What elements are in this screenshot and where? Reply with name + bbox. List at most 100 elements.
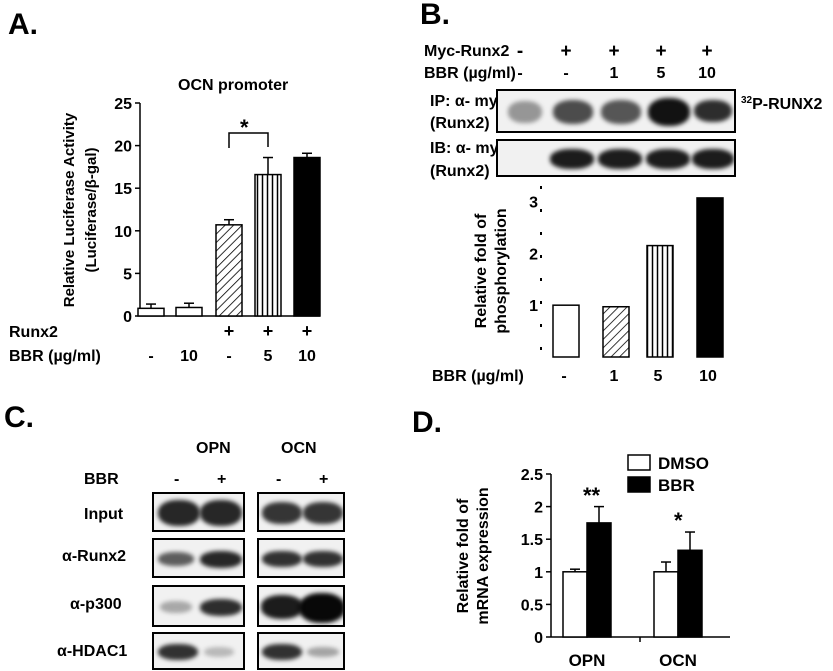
panel-a-bar xyxy=(137,307,165,317)
panel-a-significance-bracket xyxy=(228,132,269,148)
blot-ip-phospho xyxy=(496,89,736,133)
panel-a-bar xyxy=(215,224,243,317)
panel-a-significance-star: * xyxy=(240,115,249,140)
panel-d-ytick-label: 1.5 xyxy=(521,532,543,549)
panel-b-xmark: 10 xyxy=(699,368,717,385)
band xyxy=(694,100,732,122)
panel-a-ytick-label: 15 xyxy=(114,181,132,198)
panel-a-condition-marks: + + + - 10 - 5 10 xyxy=(148,321,316,365)
panel-a-ytick-label: 5 xyxy=(123,266,132,283)
p32-superscript: 32 xyxy=(741,95,753,106)
panel-b-bbr-label: BBR (µg/ml) xyxy=(424,65,516,82)
chip-opn-input xyxy=(152,492,245,532)
band xyxy=(160,601,192,613)
panel-d-ytick-label: 2.5 xyxy=(521,467,543,484)
panel-b-bars xyxy=(552,197,724,358)
band xyxy=(261,595,303,619)
panel-d-bar xyxy=(677,549,703,638)
panel-a: OCN promoter Relative Luciferase Activit… xyxy=(9,77,321,365)
band xyxy=(692,149,734,169)
panel-b-bar xyxy=(696,197,724,358)
panel-b-mark: + xyxy=(608,41,619,62)
panel-a-axes: 0 5 10 15 20 25 xyxy=(114,96,320,326)
band xyxy=(204,647,234,657)
band xyxy=(646,149,690,169)
panel-a-bbr-mark: - xyxy=(148,348,153,365)
band xyxy=(158,644,198,660)
band xyxy=(303,551,343,567)
band xyxy=(200,500,242,526)
panel-b-mark: 10 xyxy=(698,65,716,82)
band xyxy=(158,500,200,526)
panel-a-bbr-mark: 5 xyxy=(264,348,273,365)
panel-b-mark: 5 xyxy=(657,65,666,82)
panel-b-ytick-label: 2 xyxy=(529,246,538,263)
chip-opn-p300 xyxy=(152,585,245,627)
panel-d-xtick-label: OPN xyxy=(569,651,606,670)
panel-a-bar xyxy=(254,173,282,317)
panel-d-ylabel-2: mRNA expression xyxy=(475,487,492,624)
panel-a-ylabel-2: (Luciferase/β-gal) xyxy=(83,147,100,272)
band xyxy=(553,100,593,124)
ip-label-2: (Runx2) xyxy=(430,115,490,132)
panel-b-mark: - xyxy=(517,65,522,82)
band xyxy=(303,502,343,524)
panel-d-bar xyxy=(586,522,612,638)
panel-d-sig-ocn: * xyxy=(674,508,683,533)
chip-opn-hdac1 xyxy=(152,632,245,670)
panel-b-bar xyxy=(646,244,674,358)
panel-b-myc-label: Myc-Runx2 xyxy=(424,43,509,60)
panel-c-mark-1: - xyxy=(174,471,179,488)
legend-label: BBR xyxy=(658,476,695,495)
panel-b-ytick-label: 1 xyxy=(529,298,538,315)
panel-b-axes: 1 2 3 xyxy=(529,186,542,357)
panel-d-ytick-label: 0.5 xyxy=(521,597,543,614)
ib-label-1: IB: α- myc xyxy=(430,140,508,157)
panel-b-xmark: 1 xyxy=(610,368,619,385)
panel-b-condition-marks: - + + + + - - 1 5 10 xyxy=(517,41,716,82)
panel-d-bars: OPN OCN xyxy=(562,505,703,670)
panel-c-mark-2: + xyxy=(217,471,226,488)
panel-a-bar xyxy=(293,156,321,317)
panel-a-runx2-label: Runx2 xyxy=(9,324,58,341)
panel-d-bar xyxy=(653,571,679,638)
panel-b-mark: + xyxy=(655,41,666,62)
panel-b-mark: 1 xyxy=(610,65,619,82)
band xyxy=(262,551,302,567)
band xyxy=(598,149,642,169)
panel-b-mark: - xyxy=(517,41,523,62)
panel-d-ylabel-1: Relative fold of xyxy=(455,498,472,613)
panel-a-bbr-mark: 10 xyxy=(180,348,198,365)
panel-letter-c: C. xyxy=(4,401,34,434)
blot-ib-myc xyxy=(496,139,736,177)
panel-d-ytick-label: 1 xyxy=(534,565,543,582)
panel-a-ytick-label: 10 xyxy=(114,224,132,241)
band xyxy=(307,647,339,657)
panel-letter-d: D. xyxy=(412,406,442,439)
panel-b-bar xyxy=(602,305,630,358)
panel-b-mark: + xyxy=(701,41,712,62)
panel-a-bbr-mark: - xyxy=(226,348,231,365)
panel-b-xmark: 5 xyxy=(654,368,663,385)
band xyxy=(200,599,242,616)
panel-a-runx2-mark: + xyxy=(263,321,274,341)
panel-d-bar xyxy=(562,571,588,638)
panel-b-ytick-label: 3 xyxy=(529,195,538,212)
panel-c-row-p300: α-p300 xyxy=(70,596,122,613)
panel-b-xrow-label: BBR (µg/ml) xyxy=(432,368,524,385)
band xyxy=(299,593,343,623)
panel-c-row-hdac1: α-HDAC1 xyxy=(57,643,127,660)
panel-a-ytick-label: 25 xyxy=(114,96,132,113)
ip-label-1: IP: α- myc xyxy=(430,93,507,110)
panel-a-title: OCN promoter xyxy=(178,77,288,94)
band xyxy=(601,100,641,124)
panel-b-ylabel-2: phosphorylation xyxy=(493,208,510,333)
chip-ocn-runx2 xyxy=(257,538,345,578)
panel-a-bars xyxy=(137,152,321,317)
panel-c: OPN OCN BBR - + - + Input α-Runx2 α-p300… xyxy=(57,440,328,660)
panel-d-axes: 0 0.5 1 1.5 2 2.5 xyxy=(521,467,730,647)
p32-runx2-label: 32P-RUNX2 xyxy=(741,95,822,113)
ib-label-2: (Runx2) xyxy=(430,163,490,180)
band xyxy=(648,98,690,126)
panel-a-runx2-mark: + xyxy=(224,321,235,341)
